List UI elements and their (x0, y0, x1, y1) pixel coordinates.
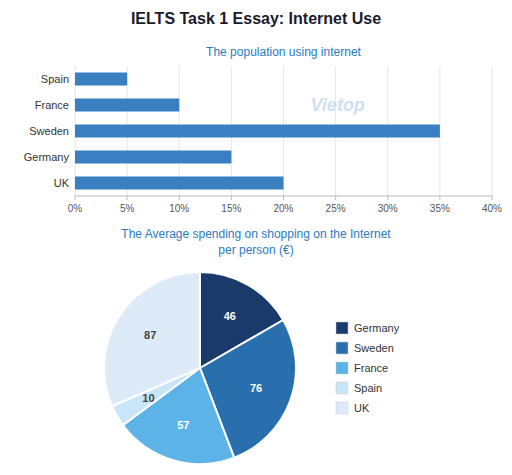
x-tick (335, 196, 336, 200)
x-tick (75, 196, 76, 200)
legend-label: Spain (354, 382, 382, 394)
data-label: 76 (250, 382, 262, 394)
x-tick (283, 196, 284, 200)
bar (75, 177, 284, 190)
pie-slice (104, 272, 200, 406)
x-tick (231, 196, 232, 200)
y-tick-label: UK (54, 177, 70, 189)
chart-root: IELTS Task 1 Essay: Internet Use The popu… (0, 0, 512, 475)
bar-chart: The population using internet 0% 5% 10% 15% 2… (24, 45, 502, 214)
legend-label: Sweden (354, 342, 394, 354)
x-tick-label: 35% (430, 203, 450, 214)
y-tick-label: Germany (24, 151, 70, 163)
x-tick-label: 40% (482, 203, 502, 214)
pie-chart: The Average spending on shopping on the … (104, 227, 400, 464)
pie-title-line: The Average spending on shopping on the … (121, 227, 391, 241)
x-tick-label: 30% (378, 203, 398, 214)
bar (75, 73, 127, 86)
data-label: 87 (144, 329, 156, 341)
x-tick-label: 20% (273, 203, 293, 214)
legend-swatch (336, 362, 348, 374)
x-tick-label: 10% (169, 203, 189, 214)
x-axis-line (75, 196, 492, 197)
main-title: IELTS Task 1 Essay: Internet Use (131, 10, 381, 27)
x-tick (179, 196, 180, 200)
x-tick (387, 196, 388, 200)
legend-swatch (336, 322, 348, 334)
bar (75, 125, 440, 138)
x-tick (492, 196, 493, 200)
y-tick-label: Sweden (29, 125, 69, 137)
x-tick-label: 25% (326, 203, 346, 214)
x-tick (127, 196, 128, 200)
grid-line (492, 66, 493, 196)
x-tick-label: 5% (120, 203, 135, 214)
pie-title: The Average spending on shopping on the … (121, 227, 391, 257)
legend-label: UK (354, 402, 370, 414)
y-tick-label: France (35, 99, 69, 111)
bar (75, 99, 179, 112)
legend-swatch (336, 382, 348, 394)
data-label: 46 (224, 310, 236, 322)
data-label: 57 (177, 419, 189, 431)
x-tick-label: 0% (68, 203, 83, 214)
pie-title-line: per person (€) (218, 243, 293, 257)
bar (75, 151, 231, 164)
legend-swatch (336, 342, 348, 354)
watermark: Vietop (311, 95, 365, 115)
bars (75, 73, 440, 190)
data-label: 10 (142, 392, 154, 404)
legend-label: France (354, 362, 388, 374)
bar-title: The population using internet (206, 45, 361, 59)
y-tick-label: Spain (41, 73, 69, 85)
x-tick (439, 196, 440, 200)
legend: Germany Sweden France Spain UK (336, 322, 400, 414)
legend-swatch (336, 402, 348, 414)
legend-label: Germany (354, 322, 400, 334)
x-tick-label: 15% (221, 203, 241, 214)
